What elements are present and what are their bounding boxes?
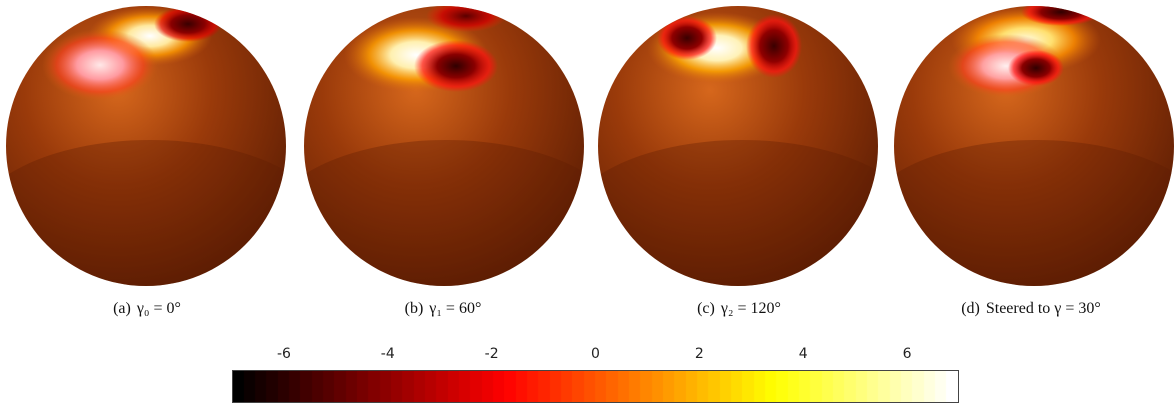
caption-d: (d) Steered to γ = 30° — [886, 300, 1176, 318]
sphere-d — [894, 6, 1174, 286]
sphere-b — [304, 6, 584, 286]
caption-text: γ₁ = 60° — [429, 300, 482, 317]
colorbar-tick-label: 4 — [798, 346, 808, 362]
caption-c: (c) γ₂ = 120° — [592, 300, 886, 318]
caption-label: (d) — [961, 300, 980, 317]
caption-text: γ₂ = 120° — [720, 300, 781, 317]
colorbar — [232, 370, 959, 403]
panel-a: (a) γ₀ = 0° — [0, 0, 294, 330]
caption-label: (b) — [404, 300, 424, 317]
panel-c: (c) γ₂ = 120° — [592, 0, 886, 330]
caption-label: (c) — [697, 300, 715, 317]
colorbar-gradient — [233, 371, 958, 402]
caption-b: (b) γ₁ = 60° — [296, 300, 590, 318]
sphere-c — [598, 6, 878, 286]
colorbar-tick-label: -2 — [484, 346, 499, 362]
panel-d: (d) Steered to γ = 30° — [886, 0, 1176, 330]
colorbar-tick-label: 2 — [694, 346, 704, 362]
caption-text: Steered to γ = 30° — [985, 300, 1101, 317]
caption-text: γ₀ = 0° — [136, 300, 181, 317]
colorbar-tick-label: -4 — [380, 346, 395, 362]
sphere-a — [6, 6, 286, 286]
colorbar-tick-label: -6 — [276, 346, 291, 362]
caption-a: (a) γ₀ = 0° — [0, 300, 294, 318]
colorbar-tick-label: 0 — [591, 346, 600, 362]
colorbar-tick-label: 6 — [902, 346, 912, 362]
caption-label: (a) — [113, 300, 131, 317]
panel-b: (b) γ₁ = 60° — [296, 0, 590, 330]
